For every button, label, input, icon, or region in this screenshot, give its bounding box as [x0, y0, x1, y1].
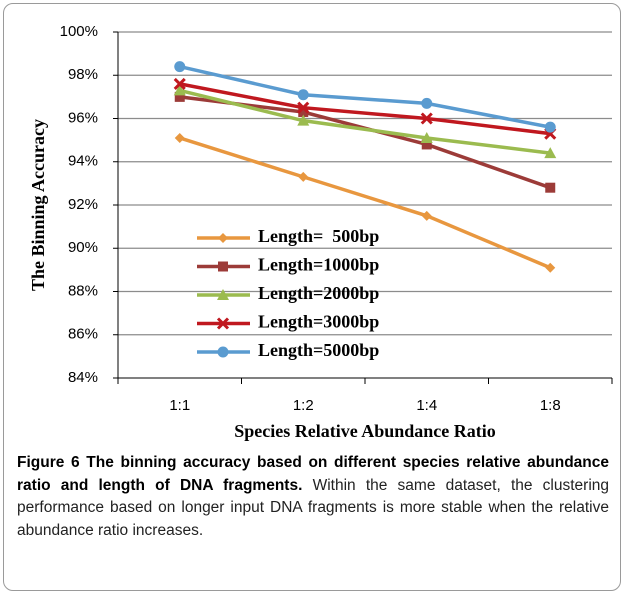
marker	[174, 132, 185, 143]
x-tick-label: 1:1	[169, 397, 190, 414]
y-tick-label: 100%	[60, 23, 98, 40]
y-tick-label: 92%	[68, 196, 98, 213]
figure-frame	[3, 3, 621, 591]
marker	[298, 171, 309, 182]
legend-label: Length=3000bp	[258, 312, 379, 332]
marker	[297, 89, 309, 101]
x-tick-label: 1:4	[416, 397, 437, 414]
marker	[216, 317, 230, 330]
series-line	[179, 88, 551, 155]
legend-label: Length= 500bp	[258, 226, 379, 246]
y-tick-label: 98%	[68, 66, 98, 83]
y-tick-label: 90%	[68, 239, 98, 256]
series-line	[179, 82, 551, 136]
marker	[545, 262, 556, 273]
series-line	[179, 136, 551, 270]
marker	[173, 77, 186, 90]
y-axis-title: The Binning Accuracy	[28, 119, 48, 291]
marker	[297, 114, 310, 126]
caption-title: The binning accuracy based on different …	[17, 454, 609, 494]
marker	[421, 139, 432, 150]
marker	[218, 261, 228, 272]
y-tick-label: 86%	[68, 326, 98, 343]
marker	[173, 84, 186, 96]
x-tick-label: 1:8	[540, 397, 561, 414]
marker	[420, 131, 433, 143]
chart: The Binning Accuracy Species Relative Ab…	[28, 23, 613, 441]
marker	[174, 61, 186, 73]
x-tick-label: 1:2	[293, 397, 314, 414]
marker	[218, 233, 228, 243]
marker	[297, 101, 310, 114]
marker	[420, 112, 433, 125]
marker	[421, 97, 433, 109]
legend-label: Length=2000bp	[258, 283, 379, 303]
caption-label: Figure 6	[17, 454, 80, 471]
legend-label: Length=5000bp	[258, 340, 379, 360]
caption-text: Within the same dataset, the clustering …	[17, 476, 609, 539]
caption: Figure 6 The binning accuracy based on d…	[17, 452, 609, 542]
series-line	[179, 64, 551, 129]
marker	[544, 121, 556, 133]
marker	[298, 107, 309, 118]
marker	[174, 91, 185, 102]
marker	[545, 182, 556, 193]
y-tick-label: 84%	[68, 369, 98, 386]
series-line	[179, 95, 551, 190]
marker	[217, 346, 229, 358]
x-axis-title: Species Relative Abundance Ratio	[234, 421, 496, 441]
marker	[544, 147, 557, 159]
marker	[421, 210, 432, 221]
y-tick-label: 96%	[68, 109, 98, 126]
legend-label: Length=1000bp	[258, 255, 379, 275]
y-tick-label: 88%	[68, 282, 98, 299]
y-tick-label: 94%	[68, 153, 98, 170]
marker	[217, 289, 229, 300]
